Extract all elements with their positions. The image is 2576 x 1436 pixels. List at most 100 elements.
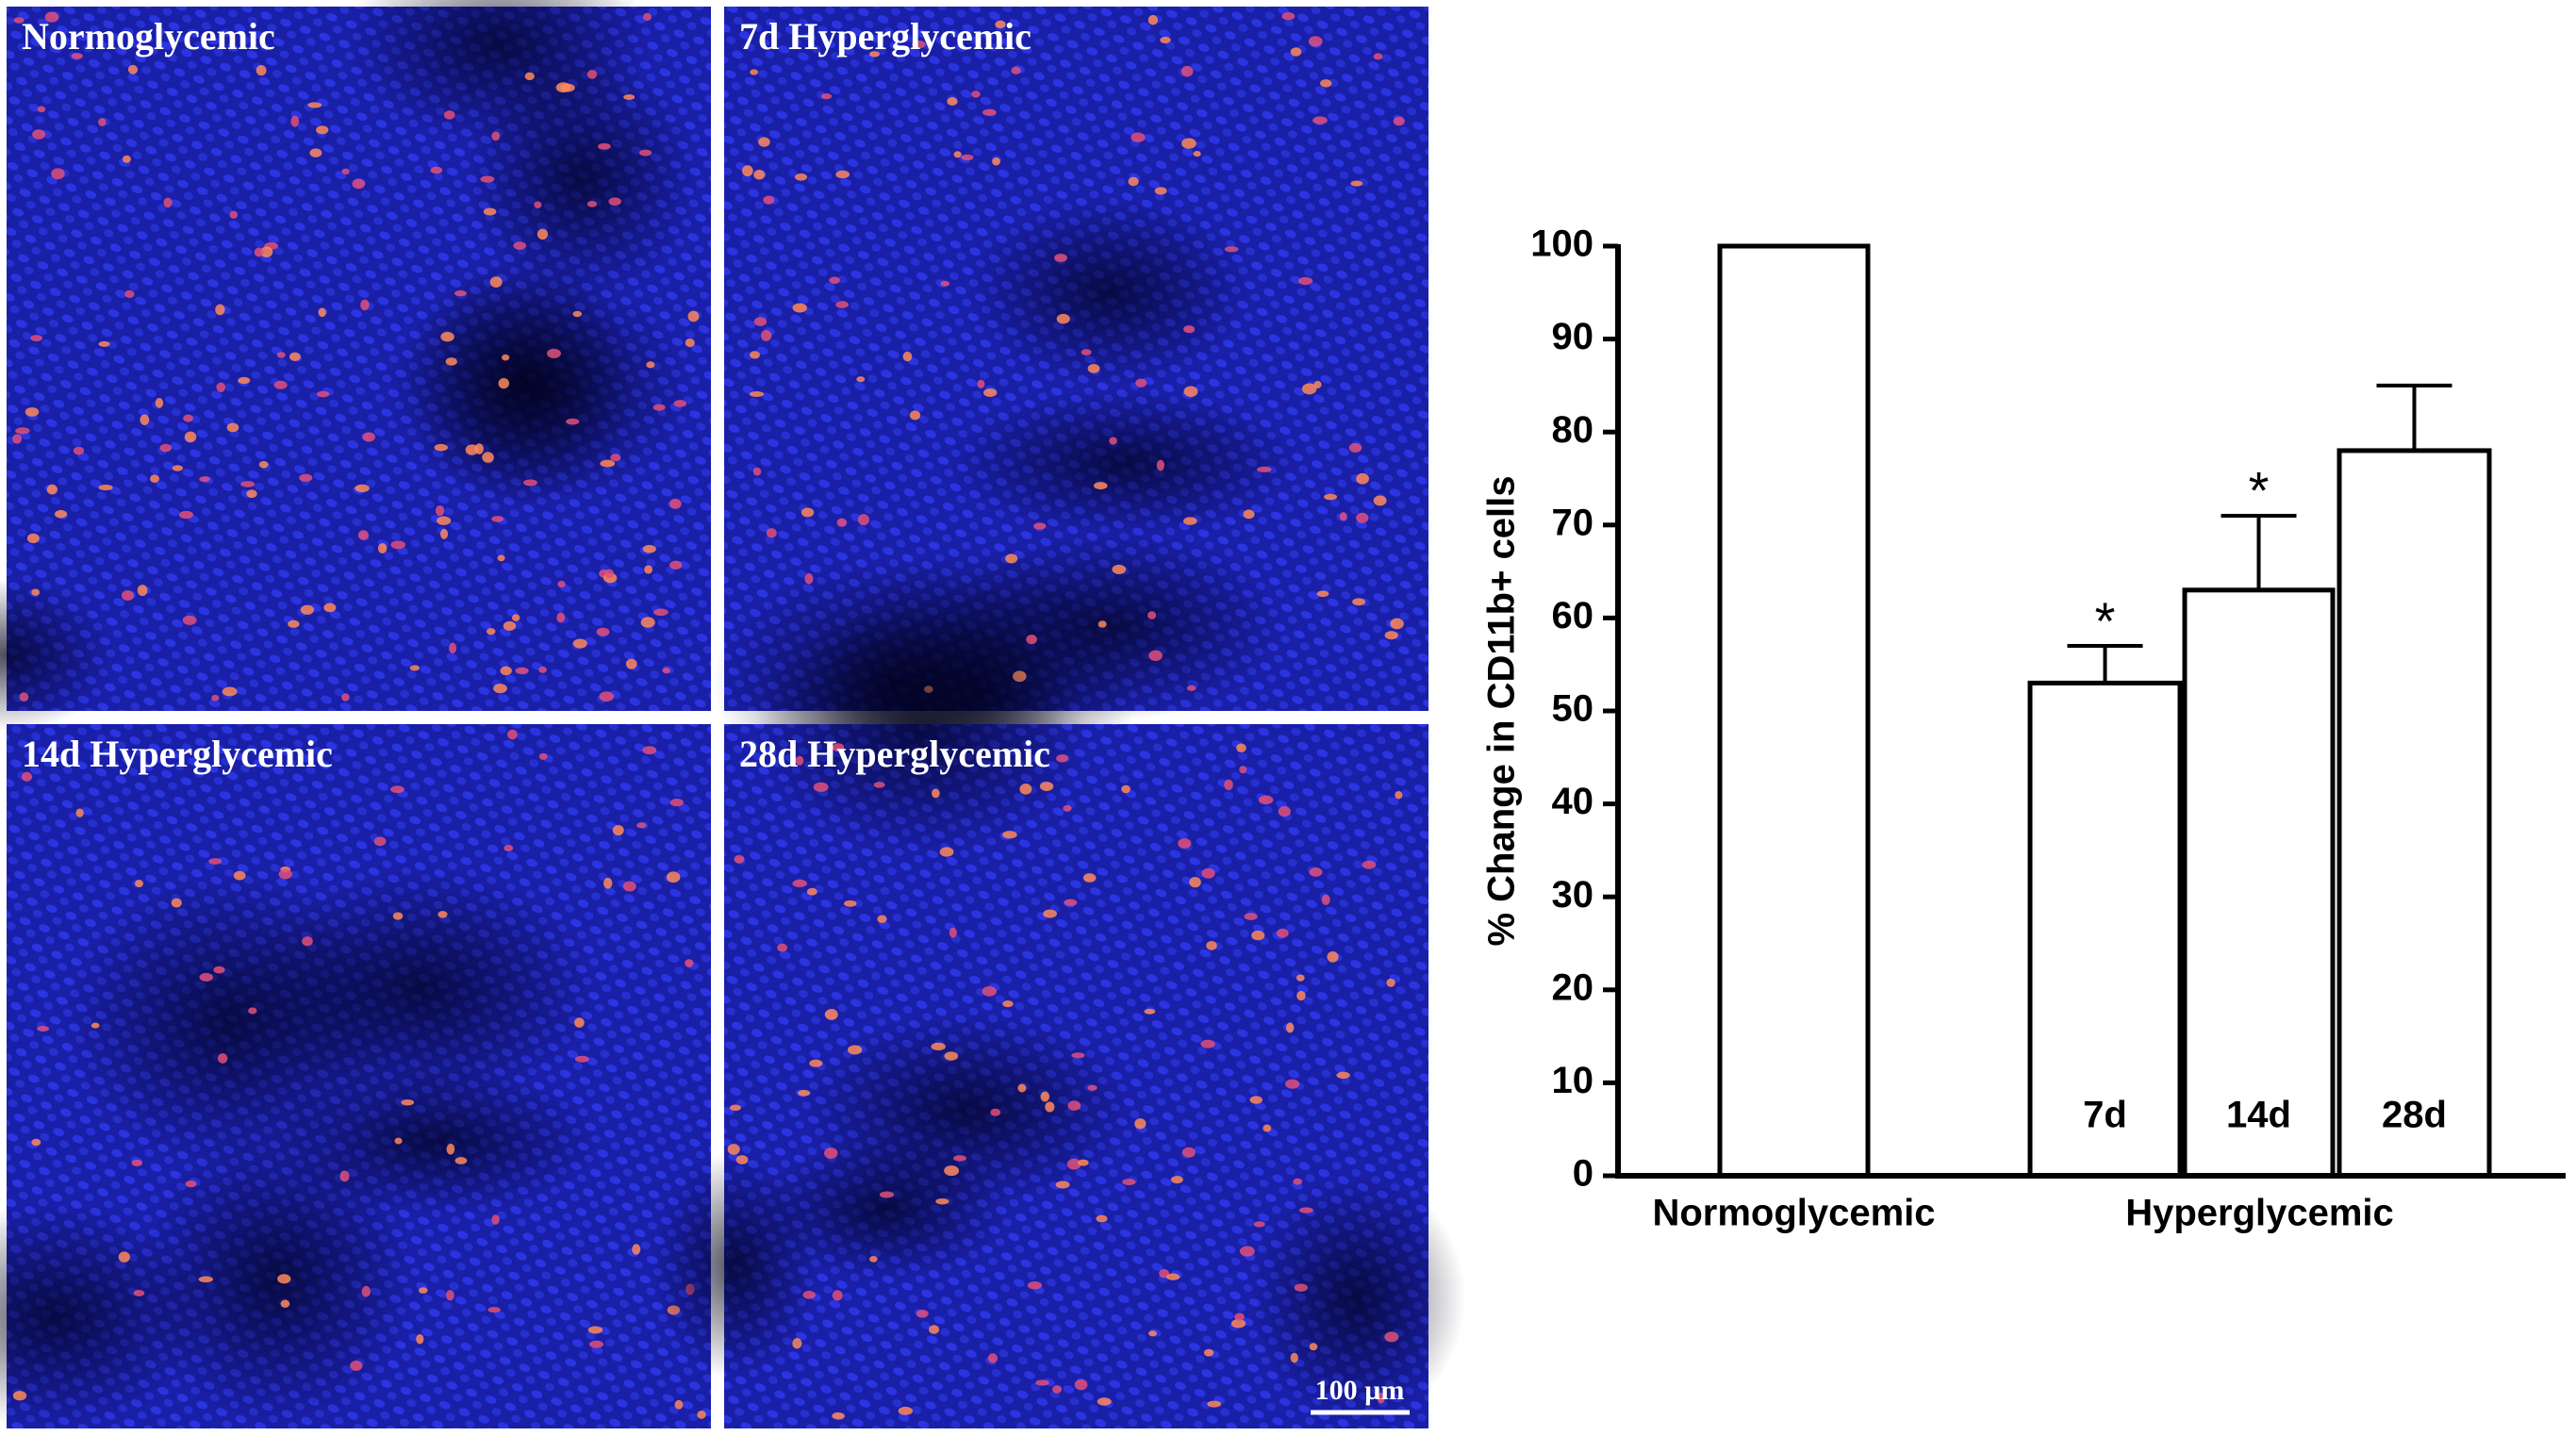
cell (538, 666, 547, 673)
cell (390, 540, 405, 550)
significance-mark: * (2249, 461, 2270, 520)
cell (256, 64, 267, 76)
cell (1017, 1083, 1027, 1093)
cell (640, 617, 655, 628)
cell (792, 1338, 802, 1349)
cell (1373, 495, 1387, 506)
cell (448, 642, 457, 654)
cell (760, 330, 772, 341)
cell (1296, 990, 1306, 1001)
cell (832, 1290, 843, 1301)
cell (280, 1299, 290, 1308)
cell (802, 1290, 816, 1299)
cell (944, 1165, 960, 1177)
cell (1356, 472, 1369, 485)
cell (135, 880, 144, 888)
cell (240, 481, 256, 487)
cell (360, 299, 370, 311)
dark-region (759, 1137, 1012, 1281)
cell (178, 510, 193, 520)
cell (685, 338, 695, 348)
y-tick-label: 70 (1552, 502, 1594, 543)
cell (1258, 795, 1274, 805)
y-tick-label: 90 (1552, 316, 1594, 357)
cell (500, 666, 512, 676)
cell (794, 173, 808, 181)
cell (13, 17, 25, 24)
cell (599, 691, 615, 702)
cell (898, 1406, 913, 1415)
cell (868, 51, 881, 58)
cell (1005, 553, 1018, 564)
error-bar (2376, 383, 2452, 451)
bar (2337, 448, 2492, 1179)
cell (1148, 611, 1157, 619)
cell (566, 418, 580, 425)
cell (753, 170, 766, 180)
cell (1263, 1124, 1272, 1132)
cell (377, 543, 388, 553)
cell (674, 1399, 684, 1410)
y-tick-label: 60 (1552, 595, 1594, 636)
dark-region (269, 1066, 601, 1216)
cell (487, 1307, 501, 1313)
cell (323, 602, 337, 613)
cell (752, 467, 762, 476)
cell (642, 12, 652, 22)
cell (1159, 1268, 1170, 1279)
cell (140, 414, 150, 425)
cell (596, 627, 610, 636)
cell (1301, 383, 1317, 395)
cell (1148, 1330, 1157, 1337)
cell (199, 476, 210, 483)
cell (44, 11, 59, 23)
cell (172, 465, 184, 471)
cell (588, 1340, 604, 1348)
cell (15, 427, 30, 435)
cell (522, 479, 537, 487)
cell (604, 569, 615, 579)
cell (1320, 79, 1332, 88)
cell (572, 638, 587, 649)
cell (586, 70, 598, 79)
cell (1109, 437, 1117, 445)
cell (1296, 974, 1305, 982)
cell (1166, 1273, 1181, 1280)
cell (454, 289, 468, 297)
cell (19, 692, 29, 702)
cell (1251, 930, 1265, 941)
cell (977, 379, 985, 388)
cell (37, 106, 46, 113)
cell (341, 693, 350, 701)
cell (1183, 325, 1196, 334)
cell (440, 332, 454, 342)
cell (931, 1042, 946, 1051)
cell (1384, 631, 1398, 640)
cell (401, 1098, 415, 1106)
cell (669, 798, 685, 807)
cell (182, 615, 197, 625)
cell (183, 414, 193, 422)
cell (1249, 1096, 1263, 1104)
cell (1011, 66, 1021, 74)
cell (491, 1214, 500, 1225)
cell (1239, 766, 1247, 774)
cell (362, 432, 375, 442)
cell (213, 966, 225, 974)
cell (1294, 1283, 1309, 1292)
cell (1308, 36, 1323, 47)
cell (832, 1411, 845, 1420)
cell (873, 782, 885, 788)
y-tick-label: 10 (1552, 1060, 1594, 1101)
dark-region (966, 196, 1252, 387)
cell (1135, 378, 1148, 388)
cell (98, 118, 107, 126)
error-bar (2221, 513, 2297, 590)
cell (608, 197, 621, 206)
y-tick-label: 40 (1552, 781, 1594, 822)
cell (1035, 1379, 1049, 1386)
cell (909, 410, 921, 421)
cell (952, 1155, 966, 1162)
cell (947, 97, 958, 107)
